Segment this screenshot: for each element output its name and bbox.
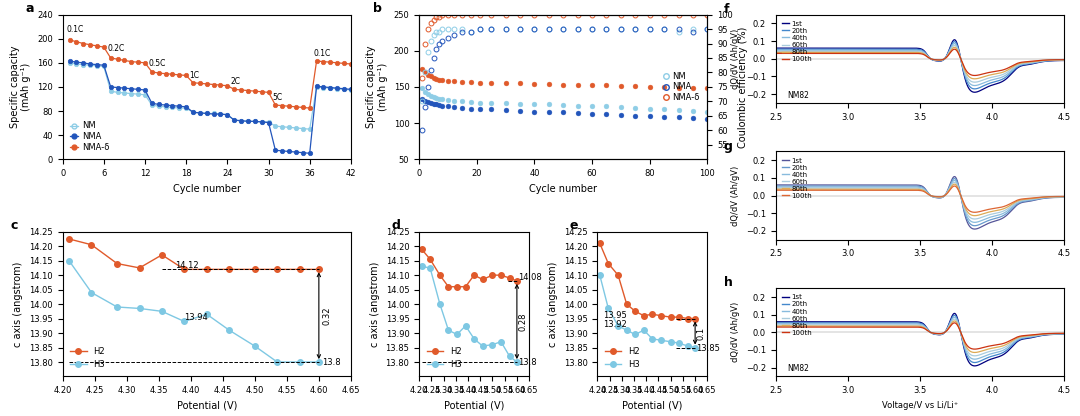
- X-axis label: Potential (V): Potential (V): [176, 401, 237, 411]
- Text: b: b: [373, 2, 382, 15]
- Y-axis label: c axis (angstrom): c axis (angstrom): [13, 261, 24, 347]
- Y-axis label: Specific capacity
(mAh g⁻¹): Specific capacity (mAh g⁻¹): [366, 46, 388, 128]
- Text: 13.92: 13.92: [604, 319, 627, 329]
- Text: c: c: [11, 219, 18, 232]
- Text: 0.1: 0.1: [697, 327, 705, 339]
- Text: a: a: [25, 2, 33, 15]
- Text: 0.28: 0.28: [518, 312, 527, 331]
- Y-axis label: c axis (angstrom): c axis (angstrom): [549, 261, 558, 347]
- Text: 5C: 5C: [272, 93, 282, 102]
- Text: 0.5C: 0.5C: [148, 59, 166, 68]
- Text: 13.8: 13.8: [518, 359, 537, 367]
- Text: NM82: NM82: [787, 364, 809, 373]
- Text: f: f: [724, 3, 729, 16]
- Text: 1C: 1C: [190, 71, 200, 80]
- Legend: H2, H3: H2, H3: [423, 344, 465, 372]
- Y-axis label: c axis (angstrom): c axis (angstrom): [370, 261, 380, 347]
- Text: e: e: [570, 219, 578, 232]
- Text: 13.8: 13.8: [322, 359, 340, 367]
- Y-axis label: dQ/dV (Ah/gV): dQ/dV (Ah/gV): [731, 166, 740, 225]
- Legend: NM, NMA, NMA-δ: NM, NMA, NMA-δ: [67, 118, 112, 155]
- Text: 14.12: 14.12: [175, 261, 199, 270]
- Text: h: h: [724, 277, 732, 290]
- Text: 0.32: 0.32: [322, 307, 332, 325]
- Legend: 1st, 20th, 40th, 60th, 80th, 100th: 1st, 20th, 40th, 60th, 80th, 100th: [779, 155, 815, 202]
- Text: 13.85: 13.85: [697, 344, 720, 353]
- Y-axis label: Specific capacity
(mAh g⁻¹): Specific capacity (mAh g⁻¹): [10, 46, 31, 128]
- Legend: H2, H3: H2, H3: [602, 344, 644, 372]
- Text: 0.1C: 0.1C: [313, 49, 330, 58]
- X-axis label: Cycle number: Cycle number: [173, 183, 241, 193]
- Legend: 1st, 20th, 40th, 60th, 80th, 100th: 1st, 20th, 40th, 60th, 80th, 100th: [779, 18, 815, 65]
- X-axis label: Cycle number: Cycle number: [529, 183, 597, 193]
- Legend: NM, NMA, NMA-δ: NM, NMA, NMA-δ: [659, 69, 703, 105]
- Text: 0.2C: 0.2C: [107, 44, 124, 53]
- X-axis label: Voltage/V vs Li/Li⁺: Voltage/V vs Li/Li⁺: [881, 401, 958, 410]
- X-axis label: Potential (V): Potential (V): [622, 401, 683, 411]
- X-axis label: Potential (V): Potential (V): [444, 401, 504, 411]
- Y-axis label: dQ/dV (Ah/gV): dQ/dV (Ah/gV): [731, 29, 740, 89]
- Legend: H2, H3: H2, H3: [67, 344, 109, 372]
- Text: NM82: NM82: [787, 91, 809, 99]
- Text: 2C: 2C: [231, 77, 241, 87]
- Text: 14.08: 14.08: [518, 273, 542, 282]
- Text: 13.94: 13.94: [185, 313, 208, 322]
- Text: d: d: [392, 219, 401, 232]
- Y-axis label: Coulombic efficiency (%): Coulombic efficiency (%): [739, 26, 748, 148]
- Text: g: g: [724, 140, 732, 153]
- Y-axis label: dQ/dV (Ah/gV): dQ/dV (Ah/gV): [731, 302, 740, 362]
- Text: 13.95: 13.95: [604, 311, 627, 320]
- Text: 0.1C: 0.1C: [66, 25, 83, 34]
- Legend: 1st, 20th, 40th, 60th, 80th, 100th: 1st, 20th, 40th, 60th, 80th, 100th: [779, 292, 815, 339]
